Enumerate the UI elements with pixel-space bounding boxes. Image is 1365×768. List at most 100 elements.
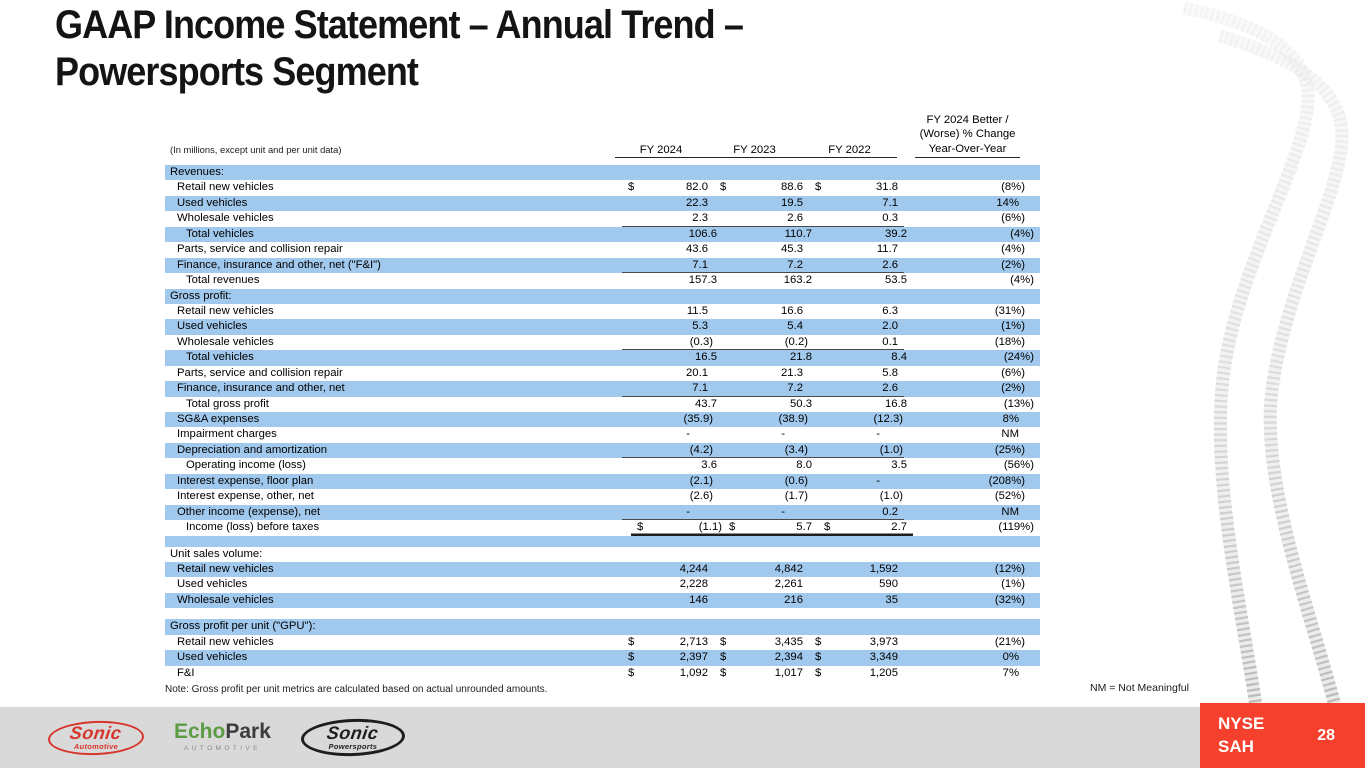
column-spacer [904, 304, 922, 319]
ticker-symbol: SAH [1218, 736, 1254, 756]
row-values: 146 216 35 [622, 593, 904, 608]
column-spacer [904, 443, 922, 458]
cell-value: 1,092 [679, 666, 708, 679]
table-row: Retail new vehicles $2,713 $3,435 $3,973 (21… [165, 635, 1040, 650]
column-spacer [904, 258, 922, 273]
cell-value: 11.5 [686, 304, 708, 317]
cell-value: 45.3 [781, 243, 803, 256]
row-values: $ (1.1) $5.7 $2.7 [631, 520, 913, 535]
row-label: Retail new vehicles [177, 635, 274, 648]
cell-fy2022: - [809, 474, 904, 489]
table-row: Wholesale vehicles 2.3 2.6 0.3 (6%) [165, 211, 1040, 226]
cell-change: (52%) [994, 490, 1025, 503]
cell-fy2022: $3,349 [809, 650, 904, 665]
cell-change: (2%) [1001, 382, 1025, 395]
cell-fy2024: - [622, 427, 714, 442]
cell-change: (4%) [1010, 274, 1034, 287]
row-values [615, 547, 897, 562]
cell-fy2022: (12.3) [809, 412, 904, 427]
row-label: Finance, insurance and other, net [177, 382, 345, 395]
cell-value: 146 [689, 593, 708, 606]
cell-fy2024: 157.3 [631, 273, 723, 288]
table-row: Finance, insurance and other, net 7.1 7.2 2… [165, 381, 1040, 397]
cell-fy2023: - [714, 427, 809, 442]
echopark-sub: AUTOMOTIVE [184, 745, 261, 752]
cell-value: 20.1 [686, 366, 708, 379]
cell-fy2022: $2.7 [818, 520, 913, 535]
dollar-sign: $ [628, 181, 635, 194]
column-spacer [904, 577, 922, 592]
column-spacer [897, 165, 915, 180]
row-values: 106.6 110.7 39.2 [631, 227, 913, 242]
cell-change: (12%) [994, 562, 1025, 575]
cell-change: (1%) [1001, 320, 1025, 333]
dollar-sign: $ [720, 635, 727, 648]
table-row: Used vehicles 22.3 19.5 7.1 14% [165, 195, 1040, 212]
table-header-row: (In millions, except unit and per unit d… [165, 98, 1040, 158]
row-values: 2,228 2,261 590 [622, 577, 904, 592]
table-row: Retail new vehicles 4,244 4,842 1,592 (12%) [165, 561, 1040, 578]
cell-fy2024: (4.2) [622, 443, 714, 458]
cell-fy2022: 590 [809, 577, 904, 592]
sonic-automotive-wordmark: Sonic [68, 723, 124, 744]
cell-value: (4.2) [689, 443, 713, 456]
row-values: $2,397 $2,394 $3,349 [622, 650, 904, 665]
cell-fy2022: 11.7 [809, 242, 904, 257]
nm-legend: NM = Not Meaningful [1090, 682, 1189, 694]
cell-value: 8.0 [796, 459, 812, 472]
dollar-sign: $ [720, 651, 727, 664]
cell-fy2022 [802, 547, 897, 562]
cell-fy2022: 2.6 [809, 381, 904, 396]
cell-fy2024: 5.3 [622, 319, 714, 334]
col-header-fy2022: FY 2022 [802, 144, 897, 158]
cell-fy2022: $1,205 [809, 666, 904, 681]
cell-change: (8%) [1001, 181, 1025, 194]
cell-fy2023: $2,394 [714, 650, 809, 665]
row-label: SG&A expenses [177, 413, 260, 425]
cell-value: 6.3 [882, 304, 898, 317]
cell-value: 2,713 [679, 635, 708, 648]
cell-value: (1.0) [879, 490, 903, 503]
column-spacer [904, 505, 922, 520]
row-label: Other income (expense), net [177, 505, 321, 518]
dollar-sign: $ [628, 666, 635, 679]
sonic-powersports-wordmark: Sonic [325, 723, 381, 744]
column-spacer [897, 619, 915, 634]
column-spacer [897, 547, 915, 562]
table-row: Depreciation and amortization (4.2) (3.4)(… [165, 442, 1040, 459]
row-values: 5.3 5.4 2.0 [622, 319, 904, 334]
cell-value: 21.3 [781, 366, 803, 379]
cell-fy2022: (1.0) [809, 443, 904, 458]
cell-fy2023: 5.4 [714, 319, 809, 334]
column-spacer [904, 335, 922, 350]
cell-value: (3.4) [784, 443, 808, 456]
cell-fy2024 [615, 289, 707, 304]
column-spacer [913, 273, 931, 288]
cell-value: (0.3) [689, 335, 713, 348]
cell-value: 50.3 [790, 397, 812, 410]
cell-fy2023: 16.6 [714, 304, 809, 319]
cell-fy2022: 39.2 [818, 227, 913, 242]
row-values: $1,092 $1,017 $1,205 [622, 666, 904, 681]
cell-change: (31%) [994, 304, 1025, 317]
row-label: Total vehicles [186, 227, 254, 240]
row-label: Used vehicles [177, 320, 248, 333]
cell-value: 1,592 [869, 562, 898, 575]
cell-fy2024 [615, 619, 707, 634]
row-label: Finance, insurance and other, net ("F&I"… [177, 258, 381, 271]
row-label: Unit sales volume: [170, 547, 263, 560]
table-caption: (In millions, except unit and per unit d… [170, 144, 342, 155]
row-label: Wholesale vehicles [177, 212, 274, 225]
table-row: Wholesale vehicles 146 216 35 (32%) [165, 592, 1040, 609]
cell-value: 31.8 [876, 181, 898, 194]
table-row: Finance, insurance and other, net ("F&I"… [165, 257, 1040, 274]
row-values: 2.3 2.6 0.3 [622, 211, 904, 226]
column-spacer [904, 474, 922, 489]
dollar-sign: $ [729, 521, 736, 534]
cell-fy2023: 2,261 [714, 577, 809, 592]
dollar-sign: $ [628, 651, 635, 664]
cell-change: (208%) [988, 474, 1025, 487]
echopark-wordmark: EchoPark [174, 720, 271, 743]
row-values: 16.5 21.8 8.4 [631, 350, 913, 365]
